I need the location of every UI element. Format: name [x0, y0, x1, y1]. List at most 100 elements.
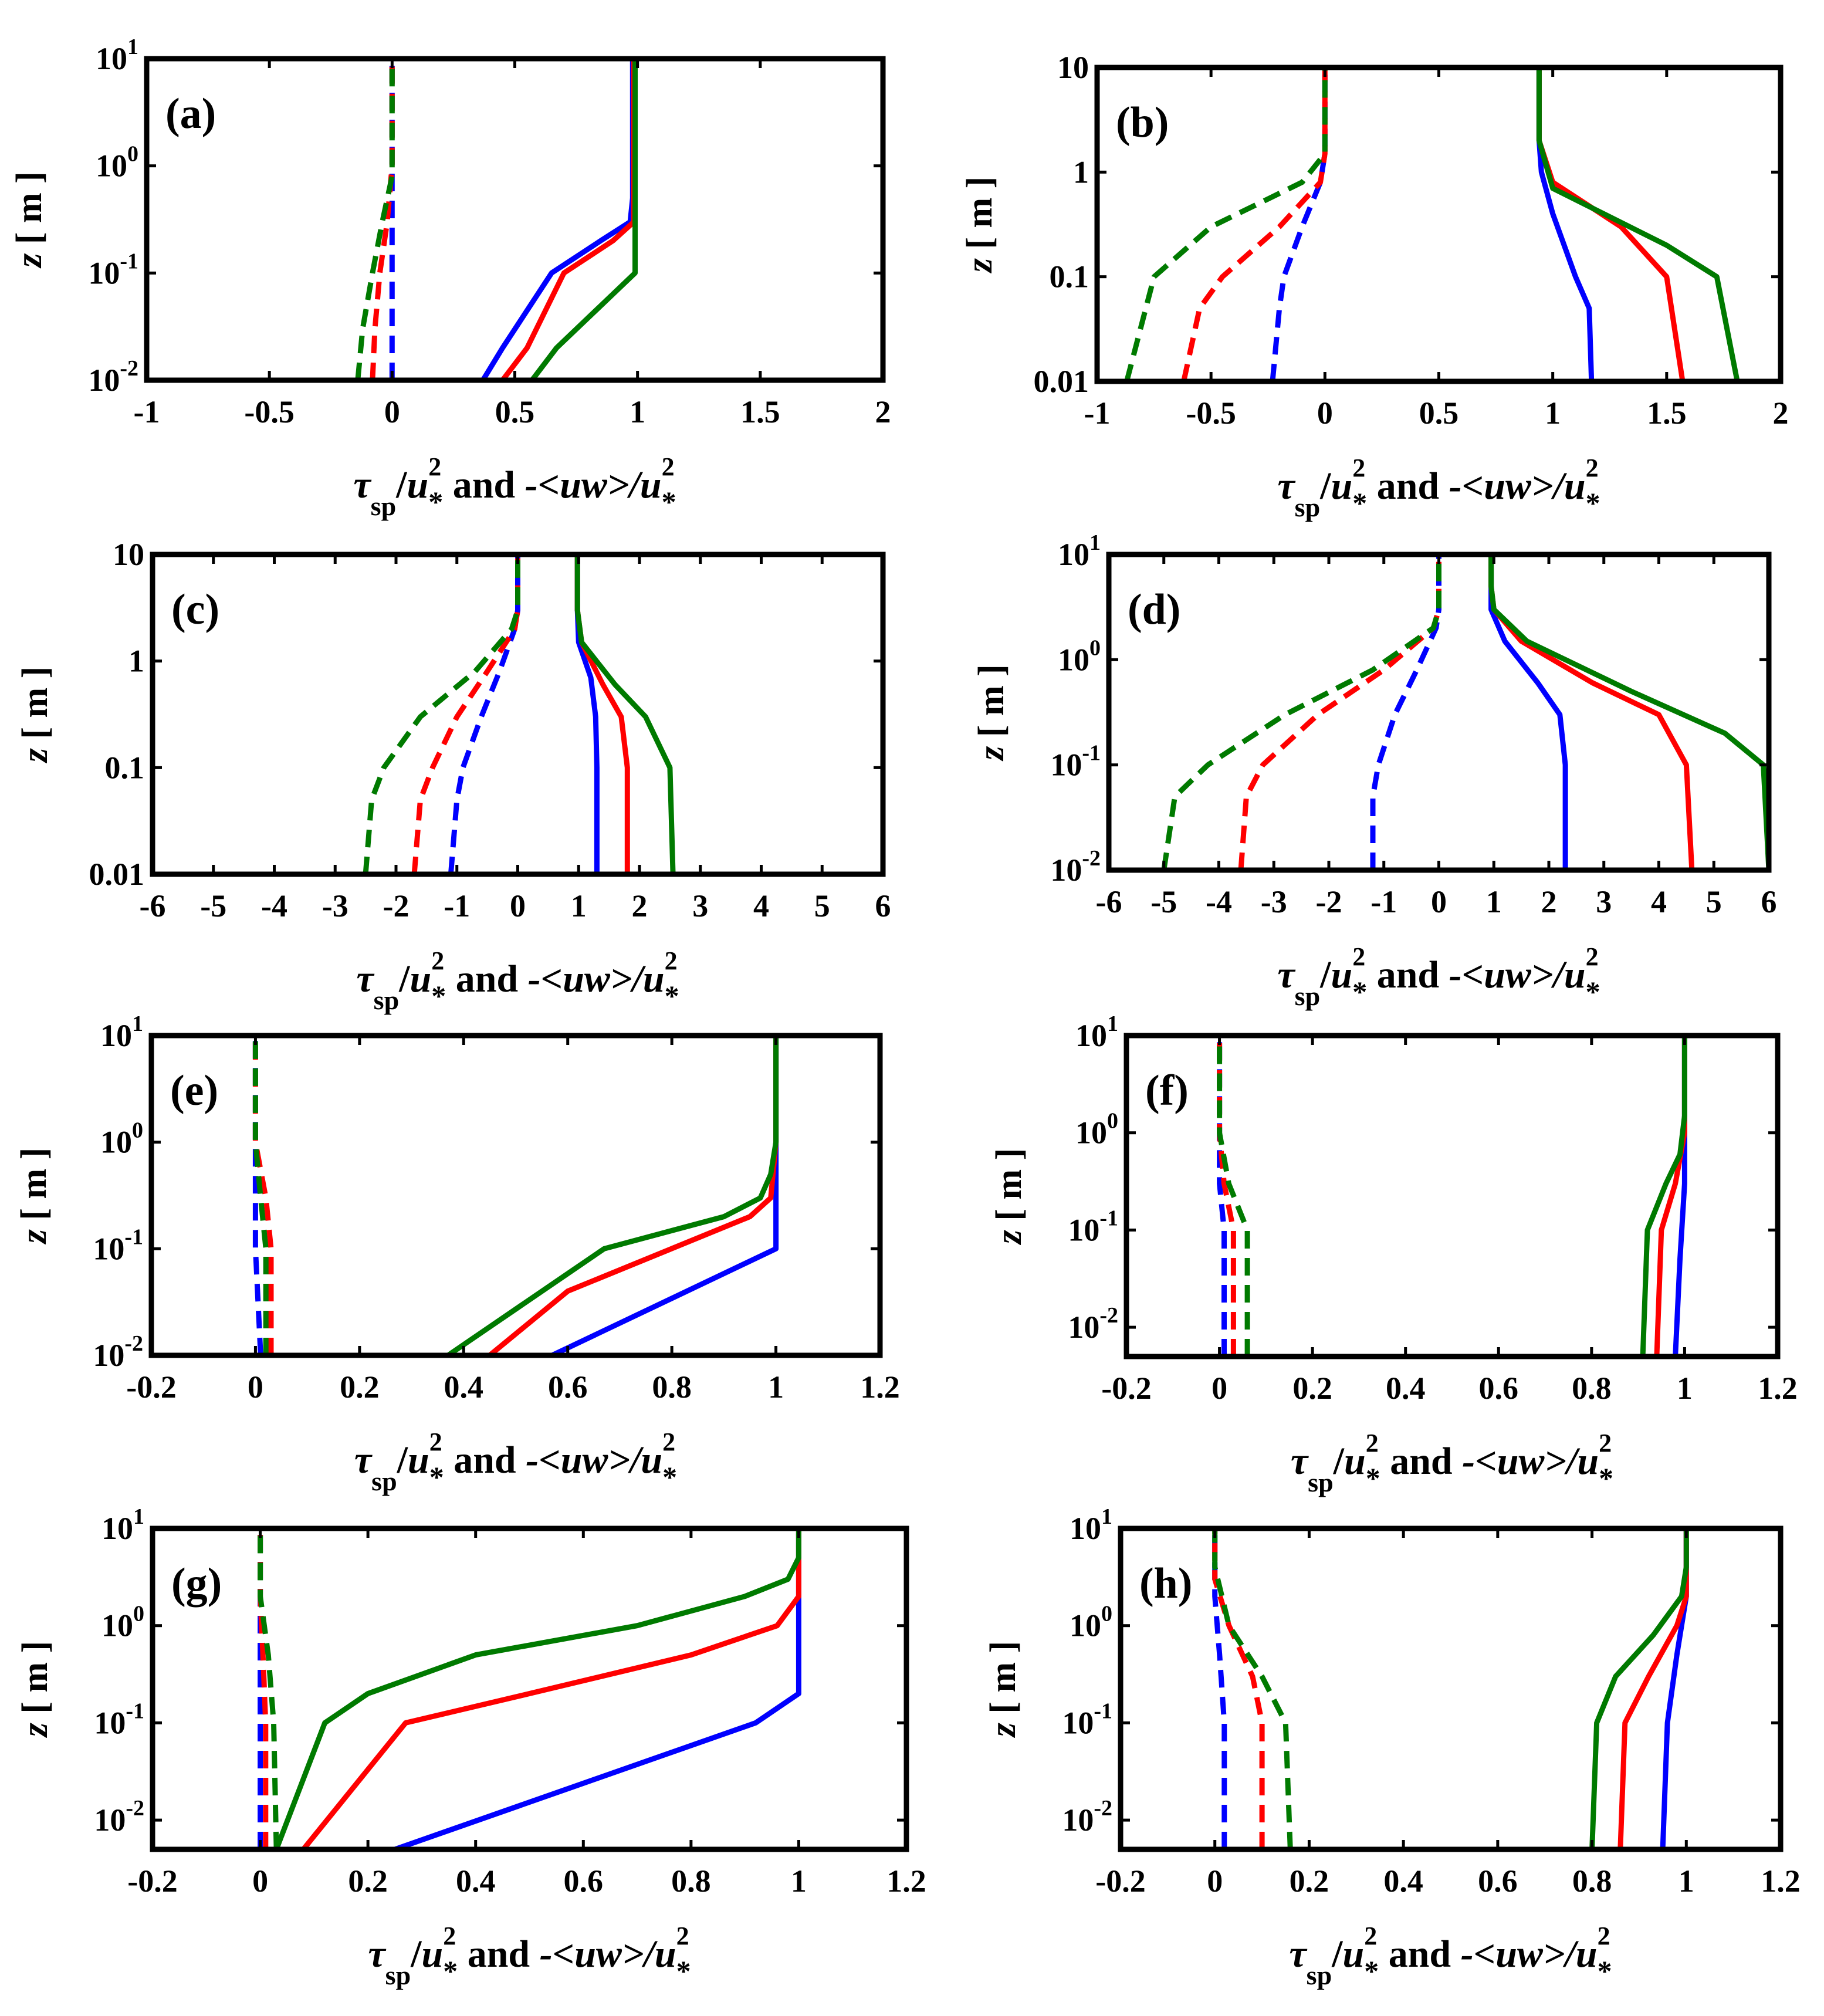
x-tick-label: 0.4 [1386, 1371, 1426, 1406]
chart-panel-e: -0.2 0 0.2 0.4 0.6 0.8 1 1.2 101 100 10-1 10-2 (e) z … [14, 1012, 900, 1496]
x-axis-label: τsp/u2 * and -<uw>/u2 * [356, 946, 679, 1015]
y-axis-label: z [ m ] [983, 1641, 1023, 1738]
x-tick-label: 0.4 [1383, 1863, 1423, 1899]
axes-frame [148, 1033, 883, 1358]
x-tick-label: 2 [632, 888, 648, 924]
series-green-dashed [363, 554, 520, 874]
y-tick-label: 10-1 [1050, 741, 1101, 783]
axes-frame [1123, 1033, 1781, 1359]
chart-panel-d: -6 -5 -4 -3 -2 -1 0 1 2 3 4 5 6 101 100 10-1 10-2 (d) z [ … [972, 530, 1777, 1011]
x-tick-label: 1.2 [860, 1369, 900, 1405]
x-tick-label: -0.2 [1095, 1863, 1145, 1899]
y-tick-label: 10-1 [94, 1699, 144, 1740]
chart-panel-a: -1 -0.5 0 0.5 1 1.5 2 101 100 10-1 10-2 (a) z [ m ] τ… [9, 35, 891, 521]
x-tick-label: -1 [134, 394, 160, 429]
series-blue-solid [392, 1528, 801, 1849]
y-tick-label: 100 [100, 1118, 143, 1160]
series-group [252, 1036, 779, 1355]
x-tick-label: 0.6 [564, 1863, 604, 1899]
y-tick-label: 100 [96, 142, 138, 184]
x-tick-label: -4 [261, 888, 287, 924]
panel-label: (a) [165, 90, 216, 138]
series-group [1124, 67, 1740, 381]
series-green-dashed [258, 1528, 279, 1849]
x-tick-label: 0.8 [1572, 1371, 1612, 1406]
x-axis-label: τsp/u2 * and -<uw>/u2 * [1289, 1922, 1612, 1990]
x-tick-label: 0.6 [1478, 1863, 1518, 1899]
y-tick-label: 100 [1075, 1109, 1118, 1151]
y-axis-label: z [ m ] [15, 667, 55, 764]
series-blue-solid [480, 59, 635, 380]
y-tick-label: 101 [1058, 530, 1101, 572]
x-tick-label: 1 [791, 1863, 807, 1899]
y-tick-label: 10-1 [93, 1225, 143, 1266]
y-axis-label: z [ m ] [972, 664, 1011, 762]
series-green-solid [1536, 67, 1740, 381]
x-tick-label: -6 [140, 888, 166, 924]
y-tick-label: 1 [1073, 154, 1089, 190]
x-tick-label: 1 [1677, 1371, 1693, 1406]
y-tick-label: 0.1 [1050, 259, 1089, 295]
x-tick-label: 1.5 [1647, 395, 1687, 431]
x-tick-label: -6 [1096, 884, 1122, 919]
y-tick-label: 100 [101, 1602, 144, 1643]
x-axis-label: τsp/u2 * and -<uw>/u2 * [354, 1428, 677, 1496]
x-axis-label: τsp/u2 * and -<uw>/u2 * [1277, 942, 1600, 1011]
x-tick-label: 6 [875, 888, 891, 924]
panel-label: (d) [1128, 586, 1180, 634]
series-green-dashed [1212, 1528, 1293, 1849]
x-tick-label: 0.2 [340, 1369, 380, 1405]
y-tick-label: 10-2 [93, 1331, 143, 1373]
x-tick-label: 0.8 [1572, 1863, 1612, 1899]
series-blue-solid [574, 554, 600, 874]
x-tick-label: 0 [1317, 395, 1333, 431]
x-tick-label: 0 [384, 394, 400, 429]
y-tick-label: 10 [1057, 50, 1089, 85]
x-tick-label: 0 [252, 1863, 268, 1899]
x-tick-label: 1.5 [740, 394, 780, 429]
y-axis-label: z [ m ] [15, 1641, 55, 1738]
panel-label: (g) [171, 1560, 222, 1608]
y-tick-label: 10-2 [94, 1796, 144, 1838]
series-blue-solid [1488, 554, 1568, 870]
series-green-solid [529, 59, 638, 380]
series-red-solid [500, 59, 637, 380]
x-tick-label: 0.6 [1479, 1371, 1519, 1406]
x-tick-label: 0.8 [671, 1863, 711, 1899]
chart-panel-c: -6 -5 -4 -3 -2 -1 0 1 2 3 4 5 6 10 1 0.1 0.01 (c) z [ m ] τ… [15, 537, 891, 1015]
x-tick-label: 1 [768, 1369, 784, 1405]
x-tick-label: -3 [322, 888, 348, 924]
series-red-dashed [1212, 1528, 1265, 1849]
x-tick-label: 1.2 [1758, 1371, 1798, 1406]
x-tick-label: 0 [1212, 1371, 1227, 1406]
y-tick-label: 10-1 [88, 249, 138, 290]
y-tick-label: 101 [100, 1012, 143, 1053]
y-tick-label: 100 [1058, 635, 1101, 677]
series-green-dashed [252, 1036, 269, 1355]
x-tick-label: -2 [383, 888, 410, 924]
x-axis-label: τsp/u2 * and -<uw>/u2 * [353, 452, 676, 521]
series-blue-solid [549, 1036, 779, 1355]
panel-label: (f) [1145, 1067, 1189, 1115]
y-axis-label: z [ m ] [960, 177, 1000, 274]
x-tick-label: 2 [875, 394, 891, 429]
series-group [1212, 1528, 1689, 1849]
x-tick-label: 3 [1596, 884, 1612, 919]
x-tick-label: 0.5 [495, 394, 535, 429]
x-tick-label: 0 [510, 888, 526, 924]
series-group [1161, 554, 1769, 870]
y-axis-label: z [ m ] [989, 1148, 1029, 1246]
x-tick-label: 0.2 [1292, 1371, 1332, 1406]
axes-frame [1118, 1525, 1784, 1852]
x-axis-label: τsp/u2 * and -<uw>/u2 * [1277, 454, 1600, 522]
x-tick-label: -2 [1316, 884, 1342, 919]
series-red-dashed [1181, 67, 1328, 381]
axes-frame [150, 1525, 909, 1852]
x-tick-label: -1 [1084, 395, 1111, 431]
series-green-solid [574, 554, 676, 874]
x-tick-label: 0.2 [1290, 1863, 1329, 1899]
series-red-solid [1488, 554, 1695, 870]
x-tick-label: -1 [444, 888, 470, 924]
panel-label: (e) [170, 1067, 218, 1115]
